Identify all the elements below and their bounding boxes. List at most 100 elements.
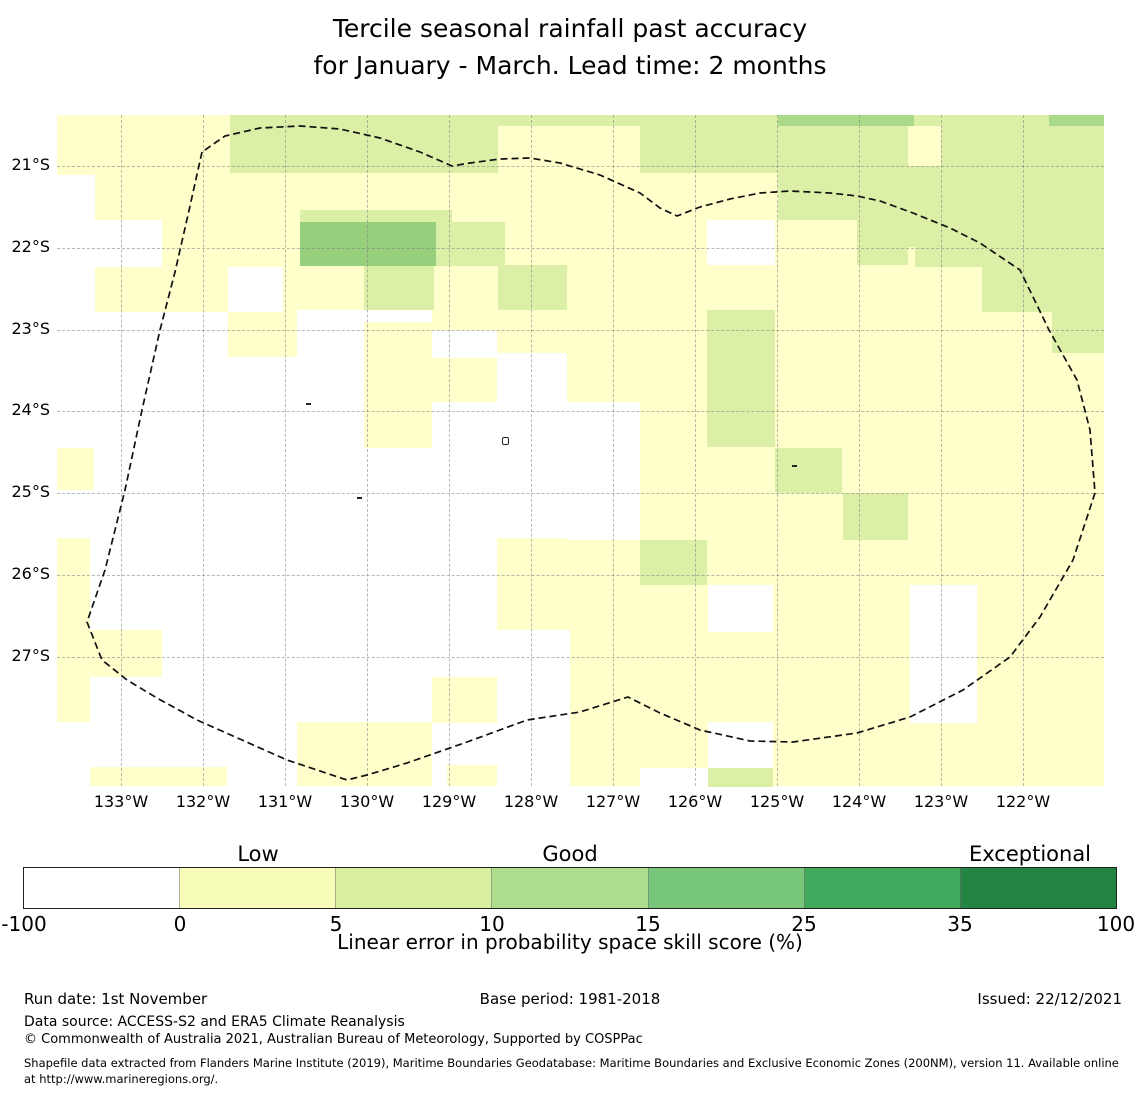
colorbar-tick-label: 0 (173, 912, 187, 936)
map-cell (915, 247, 982, 267)
map-cell (228, 267, 283, 312)
colorbar-category-label: Exceptional (968, 842, 1092, 866)
x-tick-label: 122°W (995, 792, 1051, 811)
map-cell (227, 767, 297, 786)
colorbar-category-label: Low (237, 842, 279, 866)
colorbar-tick-label: 100 (1096, 912, 1136, 936)
map-cell (297, 310, 364, 570)
y-tick-label: 23°S (11, 319, 50, 338)
base-period-text: Base period: 1981-2018 (479, 990, 661, 1008)
x-tick-label: 125°W (749, 792, 805, 811)
map-cell (707, 310, 775, 447)
island-marker (306, 403, 311, 405)
colorbar-caption: Linear error in probability space skill … (337, 930, 803, 954)
x-tick-label: 123°W (913, 792, 969, 811)
y-tick-label: 26°S (11, 564, 50, 583)
colorbar-segment (959, 868, 1116, 908)
gridline (1023, 115, 1024, 786)
map-cell (908, 115, 1049, 126)
map-cell (708, 768, 773, 787)
gridline (695, 115, 696, 786)
map-cell (364, 265, 434, 310)
map-cell (432, 723, 447, 786)
map-cell (57, 175, 95, 220)
island-marker (792, 465, 797, 467)
map-cell (230, 115, 498, 173)
map-cell (57, 267, 95, 312)
colorbar-category-label: Good (542, 842, 598, 866)
map-cell (497, 630, 570, 786)
map-cell (497, 353, 567, 538)
map-cell (640, 768, 708, 787)
run-date-text: Run date: 1st November (24, 990, 208, 1008)
y-tick-label: 25°S (11, 482, 50, 501)
map-cell (57, 312, 162, 448)
map-cell (498, 115, 778, 126)
colorbar-segment (647, 868, 804, 908)
map-cell (300, 210, 452, 222)
gridline (57, 330, 1104, 331)
map-cell (436, 222, 505, 266)
island-marker (502, 437, 509, 445)
x-tick-label: 128°W (503, 792, 559, 811)
map-cell (57, 490, 94, 538)
map-cell (57, 722, 90, 786)
colorbar-segment (491, 868, 648, 908)
gridline (777, 115, 778, 786)
map-cell (447, 723, 497, 765)
gridline (57, 657, 1104, 658)
gridline (449, 115, 450, 786)
gridline (613, 115, 614, 786)
x-tick-label: 127°W (585, 792, 641, 811)
gridline (941, 115, 942, 786)
chart-title-line2: for January - March. Lead time: 2 months (313, 51, 827, 80)
gridline (859, 115, 860, 786)
colorbar-tick-label: 25 (791, 912, 817, 936)
x-tick-label: 124°W (831, 792, 887, 811)
map-cell (708, 722, 773, 768)
colorbar-tick-label: 5 (329, 912, 343, 936)
map-plot-area (57, 115, 1104, 787)
gridline (57, 411, 1104, 412)
colorbar-tick-label: -100 (1, 912, 47, 936)
data-source-text: Data source: ACCESS-S2 and ERA5 Climate … (24, 1014, 405, 1030)
y-tick-label: 22°S (11, 237, 50, 256)
chart-title-line1: Tercile seasonal rainfall past accuracy (332, 14, 808, 43)
gridline (203, 115, 204, 786)
map-cell (908, 126, 941, 166)
map-cell (775, 448, 842, 493)
colorbar-segment (179, 868, 336, 908)
x-tick-label: 131°W (257, 792, 313, 811)
map-cell (1049, 115, 1104, 126)
island-marker (357, 497, 362, 499)
shapefile-attribution-text: Shapefile data extracted from Flanders M… (24, 1056, 1119, 1086)
colorbar-tick-label: 15 (635, 912, 661, 936)
y-tick-label: 21°S (11, 155, 50, 174)
gridline (57, 493, 1104, 494)
map-cell (300, 222, 436, 266)
copyright-text: © Commonwealth of Australia 2021, Austra… (24, 1032, 643, 1047)
map-cell (90, 677, 162, 767)
colorbar-tick-label: 10 (479, 912, 505, 936)
map-cell (640, 126, 778, 173)
map-cell (843, 493, 908, 540)
map-cell (364, 310, 432, 322)
map-cell (57, 220, 162, 267)
map-cell (432, 402, 497, 677)
colorbar-segment (335, 868, 492, 908)
gridline (121, 115, 122, 786)
gridline (531, 115, 532, 786)
map-cell (708, 585, 773, 632)
map-cell (778, 115, 914, 126)
map-cell (1052, 312, 1104, 353)
map-cell (432, 330, 497, 358)
map-cell (498, 265, 567, 310)
x-tick-label: 130°W (339, 792, 395, 811)
x-tick-label: 129°W (421, 792, 477, 811)
gridline (367, 115, 368, 786)
gridline (57, 575, 1104, 576)
y-tick-label: 27°S (11, 646, 50, 665)
colorbar-segment (24, 868, 180, 908)
gridline (285, 115, 286, 786)
